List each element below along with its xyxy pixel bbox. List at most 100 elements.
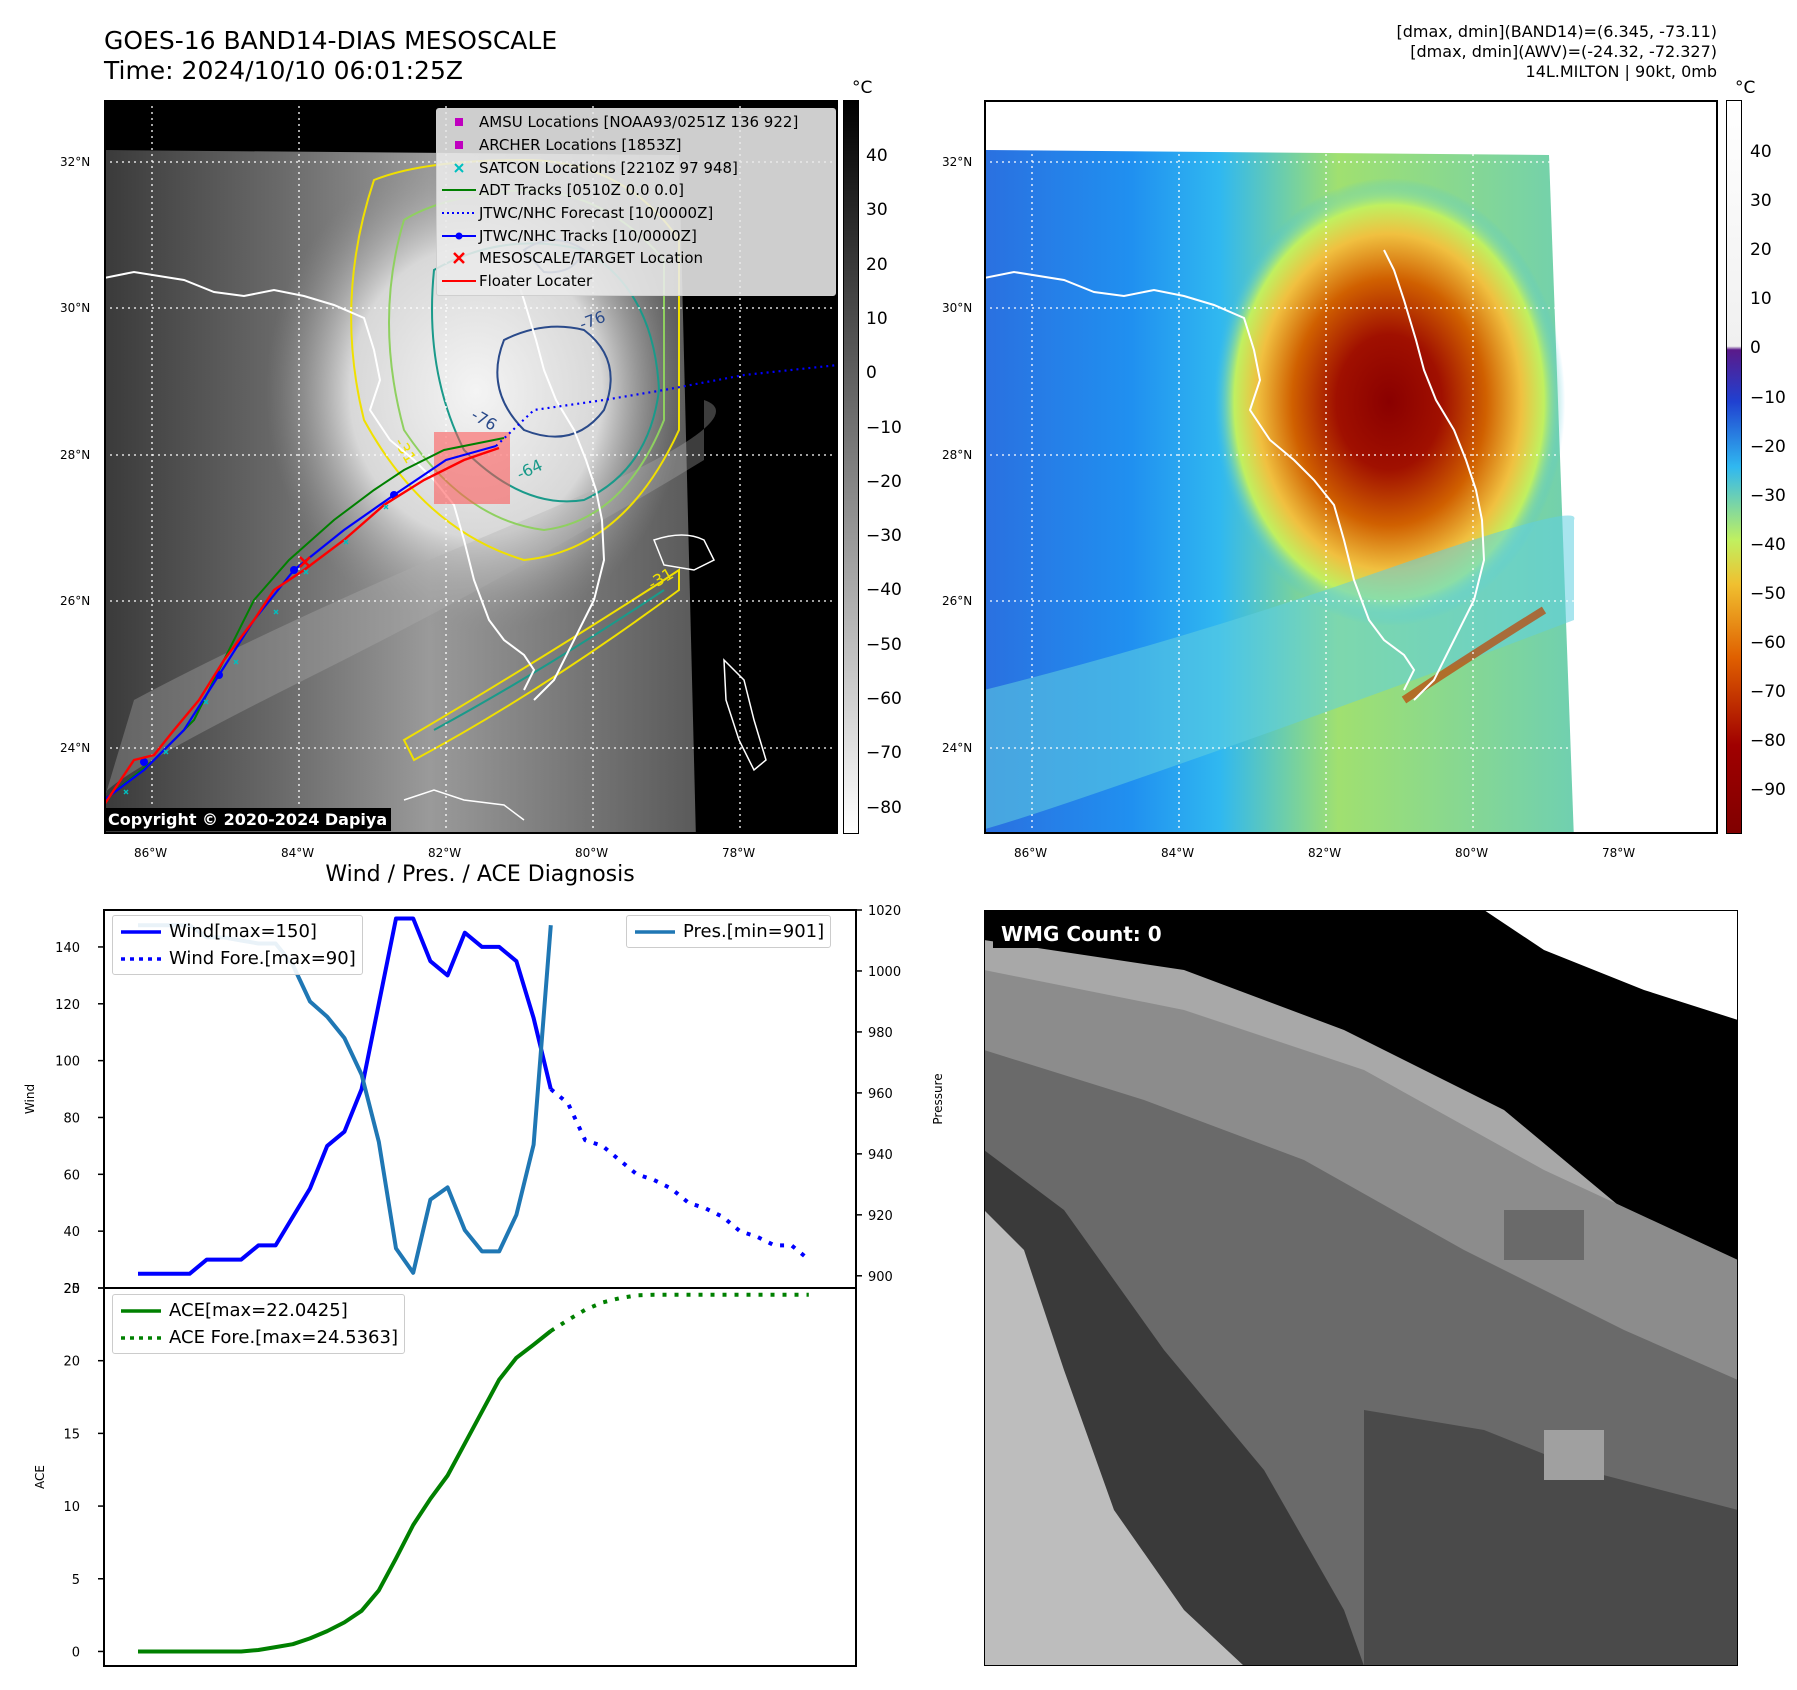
title-line-1: GOES-16 BAND14-DIAS MESOSCALE (104, 26, 558, 55)
info-line-3: 14L.MILTON | 90kt, 0mb (1525, 62, 1717, 81)
colorbar-tick-label: 30 (866, 200, 888, 221)
wind-tick-label: 40 (63, 1225, 80, 1240)
ace-tick-label: 5 (72, 1573, 80, 1588)
lon-label: 84°W (1161, 846, 1195, 860)
lon-label: 82°W (1308, 846, 1342, 860)
colorbar-tick-label: −50 (1750, 583, 1786, 604)
pressure-tick-label: 900 (868, 1270, 893, 1285)
colorbar-tick-label: −30 (1750, 485, 1786, 506)
legend-item-tracks: JTWC/NHC Tracks [10/0000Z] (439, 224, 833, 247)
legend-item-target: MESOSCALE/TARGET Location (439, 247, 833, 270)
lon-label: 78°W (722, 846, 756, 860)
colorbar-tick-label: −60 (1750, 633, 1786, 653)
colorbar-tick-label: −70 (866, 743, 902, 764)
legend-label: SATCON Locations [2210Z 97 948] (479, 158, 738, 177)
colorbar-tick-label: 20 (1750, 240, 1772, 261)
legend-item-pressure: Pres.[min=901] (627, 918, 830, 945)
colorbar-tick-label: 0 (1750, 338, 1761, 359)
colorbar-unit: °C (852, 78, 873, 98)
colorbar-tick-label: −20 (1750, 436, 1786, 457)
colorbar-tick-label: 30 (1750, 191, 1772, 212)
legend-label: Wind Fore.[max=90] (169, 948, 356, 969)
colorbar-tick-label: 10 (1750, 289, 1772, 310)
lat-label: 26°N (942, 594, 973, 608)
pressure-tick-label: 980 (868, 1026, 893, 1041)
legend-label: Wind[max=150] (169, 921, 317, 942)
legend-item-archer: ARCHER Locations [1853Z] (439, 134, 833, 157)
colorbar-tick-label: −90 (1750, 780, 1786, 801)
wind-tick-label: 20 (63, 1282, 80, 1297)
wind-tick-label: 120 (55, 998, 80, 1013)
lon-label: 86°W (134, 846, 168, 860)
chart-title: Wind / Pres. / ACE Diagnosis (325, 862, 635, 887)
lon-label: 86°W (1014, 846, 1048, 860)
pressure-tick-label: 960 (868, 1087, 893, 1102)
wind-tick-label: 60 (63, 1168, 80, 1183)
legend-label: AMSU Locations [NOAA93/0251Z 136 922] (479, 113, 799, 132)
ace-axis-label: ACE (33, 1465, 47, 1489)
pressure-tick-label: 920 (868, 1209, 893, 1224)
legend-item-wind: Wind[max=150] (113, 918, 362, 945)
pressure-axis-label: Pressure (931, 1073, 945, 1124)
colorbar-tick-label: −20 (866, 471, 902, 492)
legend-item-amsu: AMSU Locations [NOAA93/0251Z 136 922] (439, 111, 833, 134)
colorbar-tick-label: −80 (866, 797, 902, 818)
colorbar-tick-label: −40 (1750, 534, 1786, 555)
ace-tick-label: 15 (63, 1427, 80, 1442)
colorbar-tick-label: −70 (1750, 682, 1786, 703)
legend-label: Floater Locater (479, 272, 593, 291)
lon-label: 78°W (1602, 846, 1636, 860)
legend-label: ARCHER Locations [1853Z] (479, 136, 682, 155)
colorbar-gray (843, 100, 859, 834)
wind-line (138, 916, 553, 1276)
ace-tick-label: 25 (63, 1282, 80, 1297)
wmg-count-label: WMG Count: 0 (993, 920, 1170, 948)
colorbar-tick-label: −40 (866, 580, 902, 601)
figure-title: GOES-16 BAND14-DIAS MESOSCALE Time: 2024/… (104, 26, 557, 86)
ace-tick-label: 0 (72, 1645, 80, 1660)
legend-label: MESOSCALE/TARGET Location (479, 249, 704, 268)
legend-label: ADT Tracks [0510Z 0.0 0.0] (479, 181, 684, 200)
legend-item-adt: ADT Tracks [0510Z 0.0 0.0] (439, 179, 833, 202)
legend-item-ace-forecast: ACE Fore.[max=24.5363] (113, 1324, 404, 1351)
wind-tick-label: 140 (55, 941, 80, 956)
legend-item-satcon: SATCON Locations [2210Z 97 948] (439, 156, 833, 179)
ace-line (138, 1329, 553, 1654)
info-line-2: [dmax, dmin](AWV)=(-24.32, -72.327) (1410, 42, 1717, 61)
awv-map (984, 100, 1718, 834)
colorbar-tick-label: 10 (866, 308, 888, 329)
lat-label: 28°N (942, 448, 973, 462)
wind-axis-label: Wind (23, 1084, 37, 1114)
colorbar-awv (1726, 100, 1742, 834)
legend-item-forecast: JTWC/NHC Forecast [10/0000Z] (439, 202, 833, 225)
lon-label: 84°W (281, 846, 315, 860)
colorbar-tick-label: 0 (866, 363, 877, 384)
legend-label: ACE[max=22.0425] (169, 1300, 348, 1321)
ace-forecast-line (549, 1292, 809, 1333)
ace-tick-label: 10 (63, 1500, 80, 1515)
colorbar-tick-label: 40 (866, 146, 888, 166)
colorbar-tick-label: −10 (866, 417, 902, 438)
wind-legend: Wind[max=150] Wind Fore.[max=90] (112, 915, 363, 975)
figure-info: [dmax, dmin](BAND14)=(6.345, -73.11) [dm… (1397, 22, 1718, 82)
colorbar-tick-label: −50 (866, 634, 902, 655)
legend-label: ACE Fore.[max=24.5363] (169, 1327, 398, 1348)
lat-label: 24°N (942, 741, 973, 755)
pressure-tick-label: 1000 (868, 965, 901, 980)
lat-label: 26°N (60, 594, 91, 608)
colorbar-tick-label: −10 (1750, 387, 1786, 408)
wind-forecast-line (549, 1087, 811, 1262)
lat-label: 32°N (60, 155, 91, 169)
legend-item-ace: ACE[max=22.0425] (113, 1297, 404, 1324)
colorbar-tick-label: 20 (866, 254, 888, 275)
diagnosis-charts: Wind Pressure ACE 1401201008060402010201… (23, 904, 945, 1667)
colorbar-unit: °C (1735, 78, 1756, 98)
pressure-legend: Pres.[min=901] (626, 915, 832, 948)
map-legend: AMSU Locations [NOAA93/0251Z 136 922] AR… (436, 108, 836, 296)
band14-map-frame (104, 100, 838, 834)
lon-label: 82°W (428, 846, 462, 860)
awv-map-frame (984, 100, 1718, 834)
lon-label: 80°W (1455, 846, 1489, 860)
colorbar-tick-label: −80 (1750, 731, 1786, 752)
wind-tick-label: 80 (63, 1111, 80, 1126)
